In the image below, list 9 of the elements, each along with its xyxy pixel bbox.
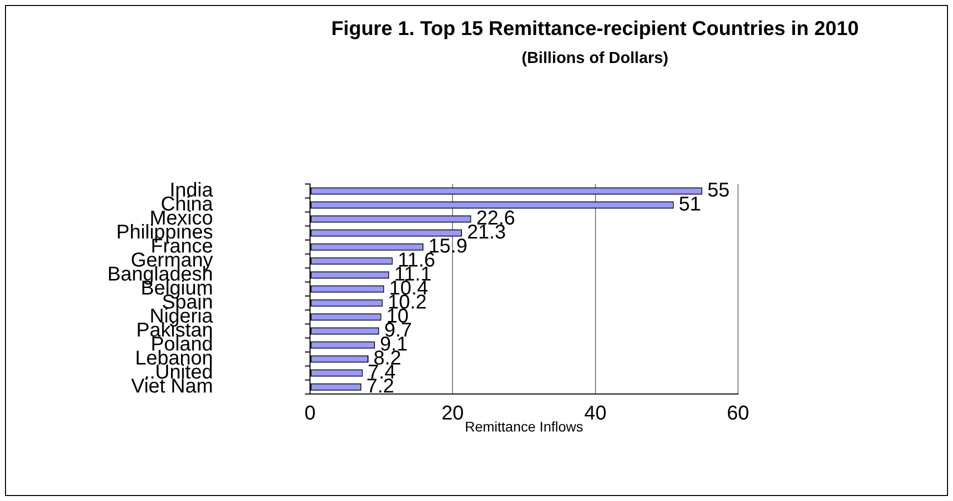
chart-title: Figure 1. Top 15 Remittance-recipient Countries in 2010 — [330, 18, 860, 41]
chart-subtitle: (Billions of Dollars) — [520, 50, 670, 68]
data-label: 51 — [678, 194, 702, 216]
x-axis-title: Remittance Inflows — [464, 418, 584, 434]
x-tick-label: 0 — [304, 402, 316, 425]
x-tick-label: 60 — [726, 402, 750, 425]
x-tick-label: 40 — [584, 402, 606, 425]
x-tick-label: 20 — [442, 402, 464, 425]
data-label: 55 — [707, 180, 730, 202]
